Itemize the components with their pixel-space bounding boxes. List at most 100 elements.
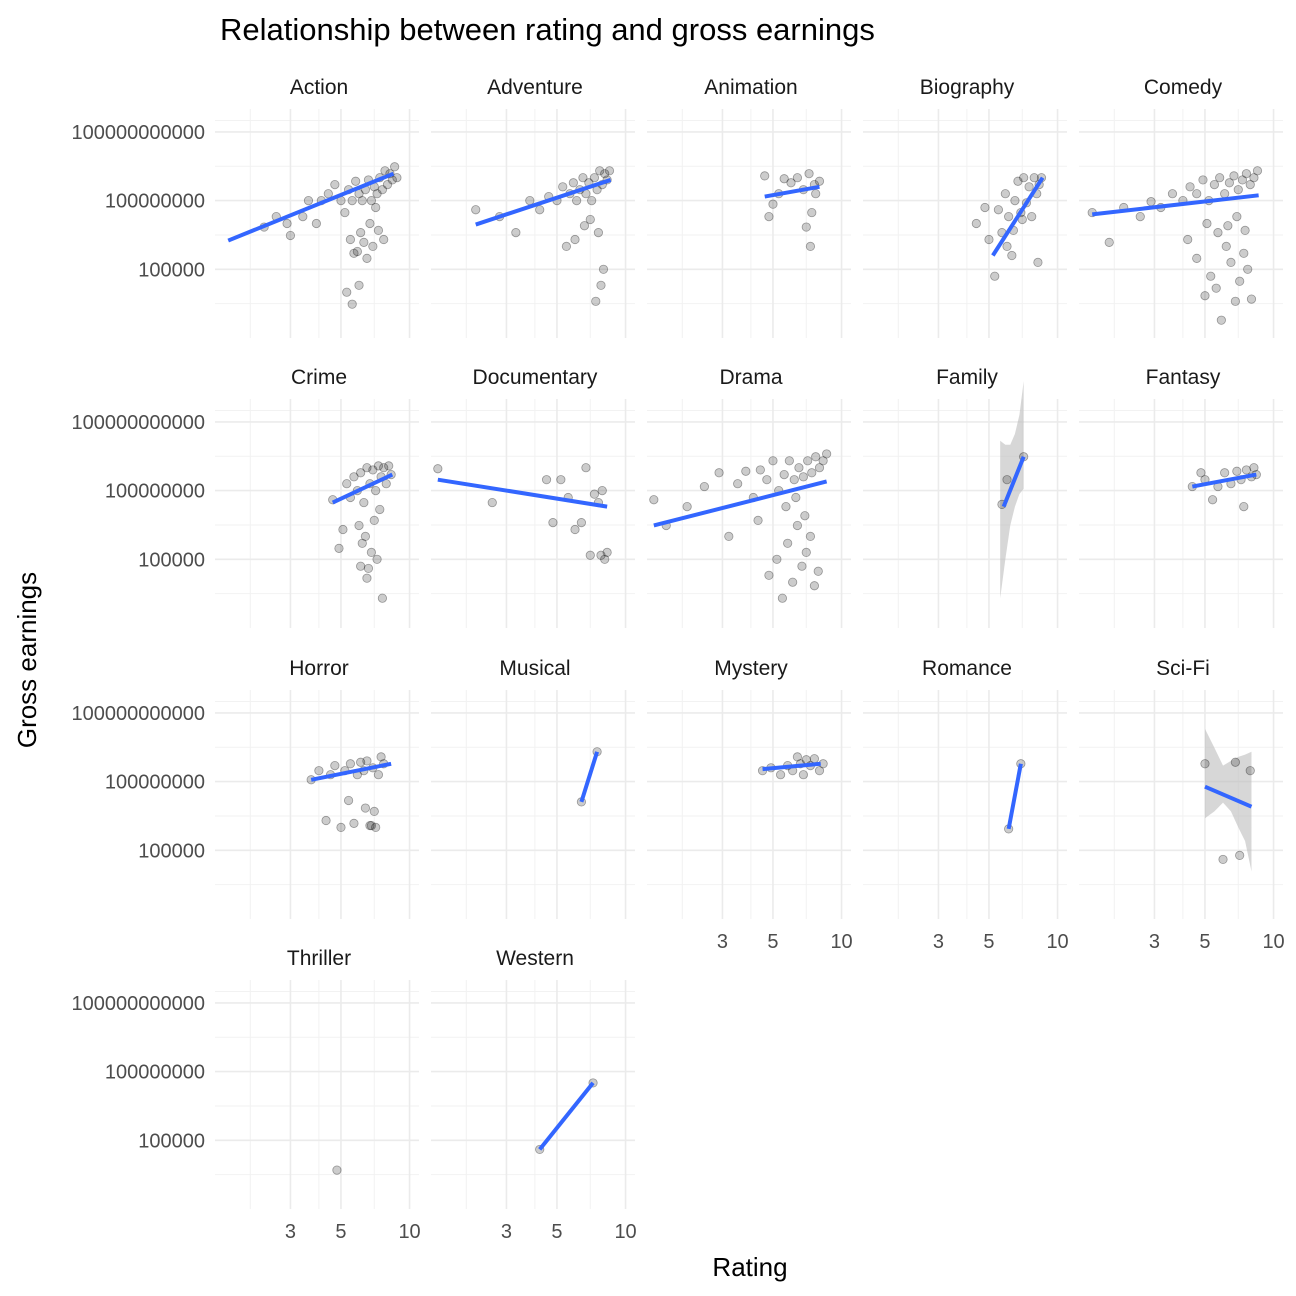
data-point [596, 550, 606, 560]
data-point [585, 550, 595, 560]
data-point [1183, 234, 1193, 245]
data-point [561, 241, 572, 251]
data-point [359, 497, 369, 508]
data-point [360, 803, 371, 813]
data-point [1240, 225, 1250, 235]
facet-strip-label: Western [496, 947, 574, 970]
trend-line [1006, 763, 1023, 830]
data-point [362, 463, 372, 473]
data-point [576, 518, 587, 528]
data-point [362, 573, 372, 583]
data-point [356, 228, 366, 238]
data-point [1198, 175, 1208, 185]
data-point [1221, 241, 1231, 251]
data-point [784, 456, 794, 466]
data-point [1226, 257, 1236, 268]
data-point [372, 189, 382, 199]
x-axis-title: Rating [712, 1252, 787, 1282]
data-point [347, 299, 357, 309]
data-point [1249, 463, 1259, 473]
data-point [1007, 250, 1017, 261]
data-point [813, 566, 823, 576]
data-point [372, 554, 382, 564]
data-point [1192, 253, 1202, 263]
data-point [330, 179, 340, 190]
data-point [768, 199, 778, 209]
data-point [801, 547, 811, 558]
data-point [809, 754, 820, 764]
data-point [783, 538, 793, 548]
facet-panel: Adventure [431, 76, 635, 338]
x-tick-label: 3 [501, 1221, 512, 1243]
data-point [345, 759, 356, 769]
data-point [376, 752, 386, 762]
data-point [971, 218, 981, 229]
data-point [368, 241, 378, 251]
data-point [822, 449, 832, 459]
data-point [587, 196, 597, 206]
data-point [1002, 475, 1012, 485]
facet-strip-label: Crime [291, 366, 347, 389]
data-point [1200, 291, 1210, 301]
data-point [1229, 171, 1239, 181]
facet-strip-label: Thriller [287, 947, 351, 970]
facet-strip-label: Fantasy [1146, 366, 1221, 389]
y-tick-label: 100000000000 [72, 993, 205, 1015]
data-point [377, 593, 388, 603]
data-point [371, 822, 381, 832]
data-point [535, 205, 545, 215]
facet-panel: Crime 100000 100000000 100000000000 [72, 366, 419, 628]
data-point [589, 489, 600, 499]
data-point [777, 593, 788, 603]
data-point [597, 486, 607, 496]
trend-line [331, 472, 394, 505]
data-point [814, 463, 825, 473]
data-point [798, 472, 809, 482]
data-point [1237, 175, 1248, 185]
data-point [347, 196, 357, 206]
facet-strip-label: Sci-Fi [1156, 657, 1210, 680]
facet-strip-label: Animation [704, 76, 797, 99]
data-point [369, 515, 379, 525]
data-point [365, 820, 375, 831]
data-point [598, 264, 609, 274]
data-point [1245, 179, 1255, 190]
data-point [323, 189, 333, 199]
data-point [798, 770, 809, 780]
data-point [579, 221, 590, 231]
data-point [724, 531, 734, 541]
data-point [760, 171, 770, 181]
x-tick-label: 10 [614, 1221, 636, 1243]
trend-line [1191, 472, 1257, 489]
facet-panel: Fantasy [1079, 366, 1283, 628]
data-point [1230, 296, 1241, 306]
data-point [805, 241, 816, 251]
data-point [349, 818, 359, 828]
data-point [779, 469, 789, 480]
facet-strip-label: Comedy [1144, 76, 1223, 99]
data-point [805, 531, 816, 541]
facet-panel: Horror 100000 100000000 100000000000 [72, 657, 419, 919]
data-point [1010, 196, 1020, 206]
data-point [801, 222, 811, 232]
x-tick-label: 5 [767, 931, 778, 953]
data-point [1207, 495, 1218, 505]
data-point [334, 543, 344, 553]
facet-panel: Musical [431, 657, 635, 919]
data-point [792, 752, 803, 762]
facets-layer: Action 100000 100000000 100000000000 Adventu… [72, 76, 1285, 1243]
data-point [282, 218, 292, 229]
data-point [373, 461, 384, 471]
trend-line [1204, 784, 1253, 809]
facet-strip-label: Documentary [473, 366, 598, 389]
x-tick-label: 3 [717, 931, 728, 953]
data-point [342, 287, 352, 297]
data-point [980, 202, 990, 213]
data-point [1202, 218, 1212, 229]
data-point [1235, 276, 1245, 286]
facet-strip-label: Musical [499, 657, 570, 680]
data-point [362, 756, 372, 766]
data-point [548, 518, 558, 528]
data-point [1233, 185, 1243, 195]
data-point [558, 182, 568, 192]
